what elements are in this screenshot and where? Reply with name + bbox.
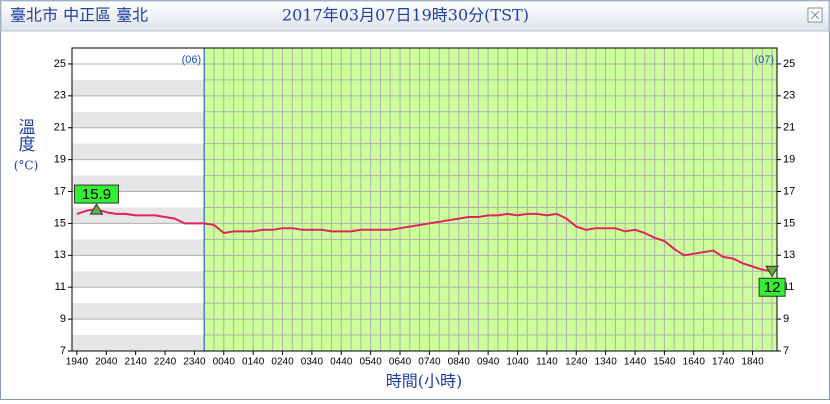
plot-border — [71, 47, 778, 352]
y-tick-label-right: 11 — [783, 281, 794, 293]
grid-band — [72, 143, 205, 160]
y-tick-label: 17 — [54, 185, 66, 197]
annotation-box — [758, 277, 786, 297]
x-tick-label: 1540 — [653, 357, 676, 368]
header-title: 臺北市 中正區 臺北 — [10, 6, 148, 25]
x-tick-label: 1340 — [595, 357, 618, 368]
grid-band — [72, 271, 205, 288]
y-axis-unit: (°C) — [14, 159, 39, 173]
y-tick-label: 15 — [54, 217, 66, 229]
x-axis-label: 時間(小時) — [386, 372, 463, 391]
x-tick-label: 1240 — [565, 357, 588, 368]
x-tick-label: 1740 — [712, 357, 735, 368]
close-icon — [810, 10, 820, 20]
grid-band — [72, 111, 205, 128]
x-tick-label: 1440 — [624, 357, 647, 368]
annotation-label: 15.9 — [82, 186, 111, 203]
y-axis-label: 溫度 — [15, 118, 36, 152]
y-tick-label: 9 — [60, 313, 66, 325]
grid-band — [72, 79, 205, 96]
x-tick-label: 0140 — [242, 357, 265, 368]
grid-band — [72, 335, 205, 351]
y-tick-label-right: 9 — [783, 313, 789, 325]
x-tick-label: 2140 — [125, 357, 148, 368]
x-tick-label: 1140 — [536, 357, 558, 368]
y-tick-label-right: 21 — [783, 122, 795, 134]
y-tick-label-right: 13 — [783, 249, 795, 261]
y-tick-label: 21 — [54, 122, 66, 134]
date-label: (06) — [182, 54, 202, 66]
header-time: 2017年03月07日19時30分(TST) — [282, 6, 529, 25]
y-tick-label-right: 17 — [783, 185, 795, 197]
x-tick-label: 0040 — [213, 357, 236, 368]
x-tick-label: 0340 — [301, 357, 324, 368]
y-tick-label: 25 — [54, 58, 66, 70]
annotation-marker — [765, 265, 779, 278]
y-tick-label: 19 — [54, 154, 66, 166]
y-tick-label-right: 15 — [783, 217, 795, 229]
plot-after — [204, 48, 777, 351]
x-tick-label: 1940 — [66, 357, 89, 368]
x-tick-label: 1640 — [683, 357, 706, 368]
x-tick-label: 1840 — [741, 357, 764, 368]
x-tick-label: 0940 — [477, 357, 500, 368]
x-tick-label: 0440 — [330, 357, 353, 368]
grid-band — [72, 303, 205, 320]
y-tick-label: 7 — [60, 345, 66, 357]
x-tick-label: 2340 — [183, 357, 206, 368]
x-tick-label: 0640 — [389, 357, 412, 368]
grid-band — [72, 239, 205, 256]
annotation-label: 12 — [764, 279, 781, 296]
header-bar — [0, 0, 830, 32]
y-tick-label: 23 — [54, 90, 66, 102]
y-tick-label-right: 19 — [783, 154, 795, 166]
y-tick-label: 11 — [55, 281, 66, 293]
x-tick-label: 1040 — [506, 357, 529, 368]
y-tick-label-right: 7 — [783, 345, 789, 357]
x-tick-label: 0240 — [271, 357, 294, 368]
x-tick-label: 2040 — [95, 357, 118, 368]
series-line — [76, 208, 773, 273]
y-tick-label: 13 — [54, 249, 66, 261]
x-tick-label: 2240 — [154, 357, 177, 368]
date-label: (07) — [754, 54, 774, 66]
x-tick-label: 0540 — [360, 357, 383, 368]
y-tick-label-right: 25 — [783, 58, 795, 70]
x-tick-label: 0840 — [448, 357, 471, 368]
annotation-box — [73, 184, 119, 204]
annotation-marker — [89, 203, 104, 215]
x-tick-label: 0740 — [418, 357, 441, 368]
y-tick-label-right: 23 — [783, 90, 795, 102]
